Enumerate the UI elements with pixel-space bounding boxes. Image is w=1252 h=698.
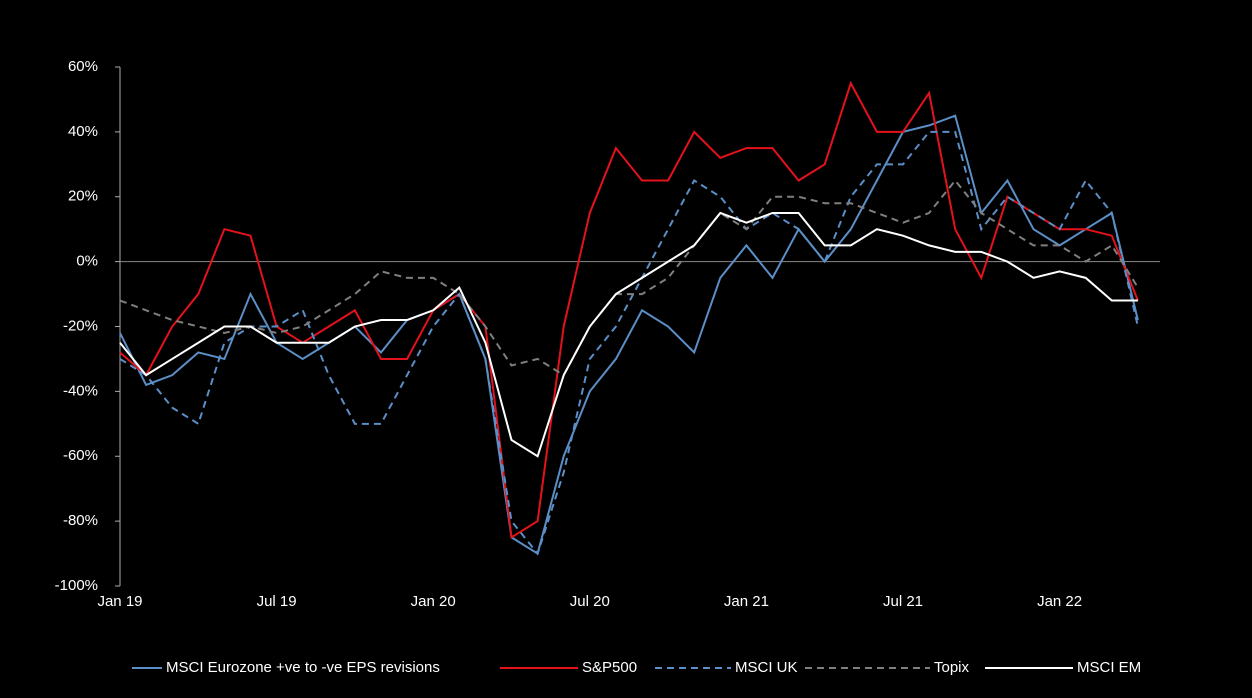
y-tick-label: -100%	[55, 577, 98, 594]
series-line	[119, 114, 1139, 556]
y-tick-label: -20%	[63, 317, 98, 334]
x-tick-label: Jan 21	[724, 593, 769, 610]
y-tick-label: 20%	[68, 188, 98, 205]
legend-label: S&P500	[582, 659, 637, 676]
series-line	[119, 80, 1139, 540]
y-tick-label: -60%	[63, 447, 98, 464]
x-tick-label: Jul 21	[883, 593, 923, 610]
x-tick-label: Jul 20	[570, 593, 610, 610]
x-tick-label: Jan 22	[1037, 593, 1082, 610]
series-line	[119, 178, 1139, 377]
y-tick-label: 60%	[68, 58, 98, 75]
legend-label: MSCI UK	[735, 659, 798, 676]
legend-label: MSCI Eurozone +ve to -ve EPS revisions	[166, 659, 440, 676]
series-line	[119, 130, 1139, 556]
x-tick-label: Jan 19	[97, 593, 142, 610]
y-tick-label: 0%	[76, 253, 98, 270]
x-tick-label: Jan 20	[411, 593, 456, 610]
y-tick-label: -40%	[63, 382, 98, 399]
legend-label: MSCI EM	[1077, 659, 1141, 676]
legend-label: Topix	[934, 659, 970, 676]
x-tick-label: Jul 19	[257, 593, 297, 610]
series-line	[119, 211, 1138, 458]
y-tick-label: -80%	[63, 512, 98, 529]
y-tick-label: 40%	[68, 123, 98, 140]
